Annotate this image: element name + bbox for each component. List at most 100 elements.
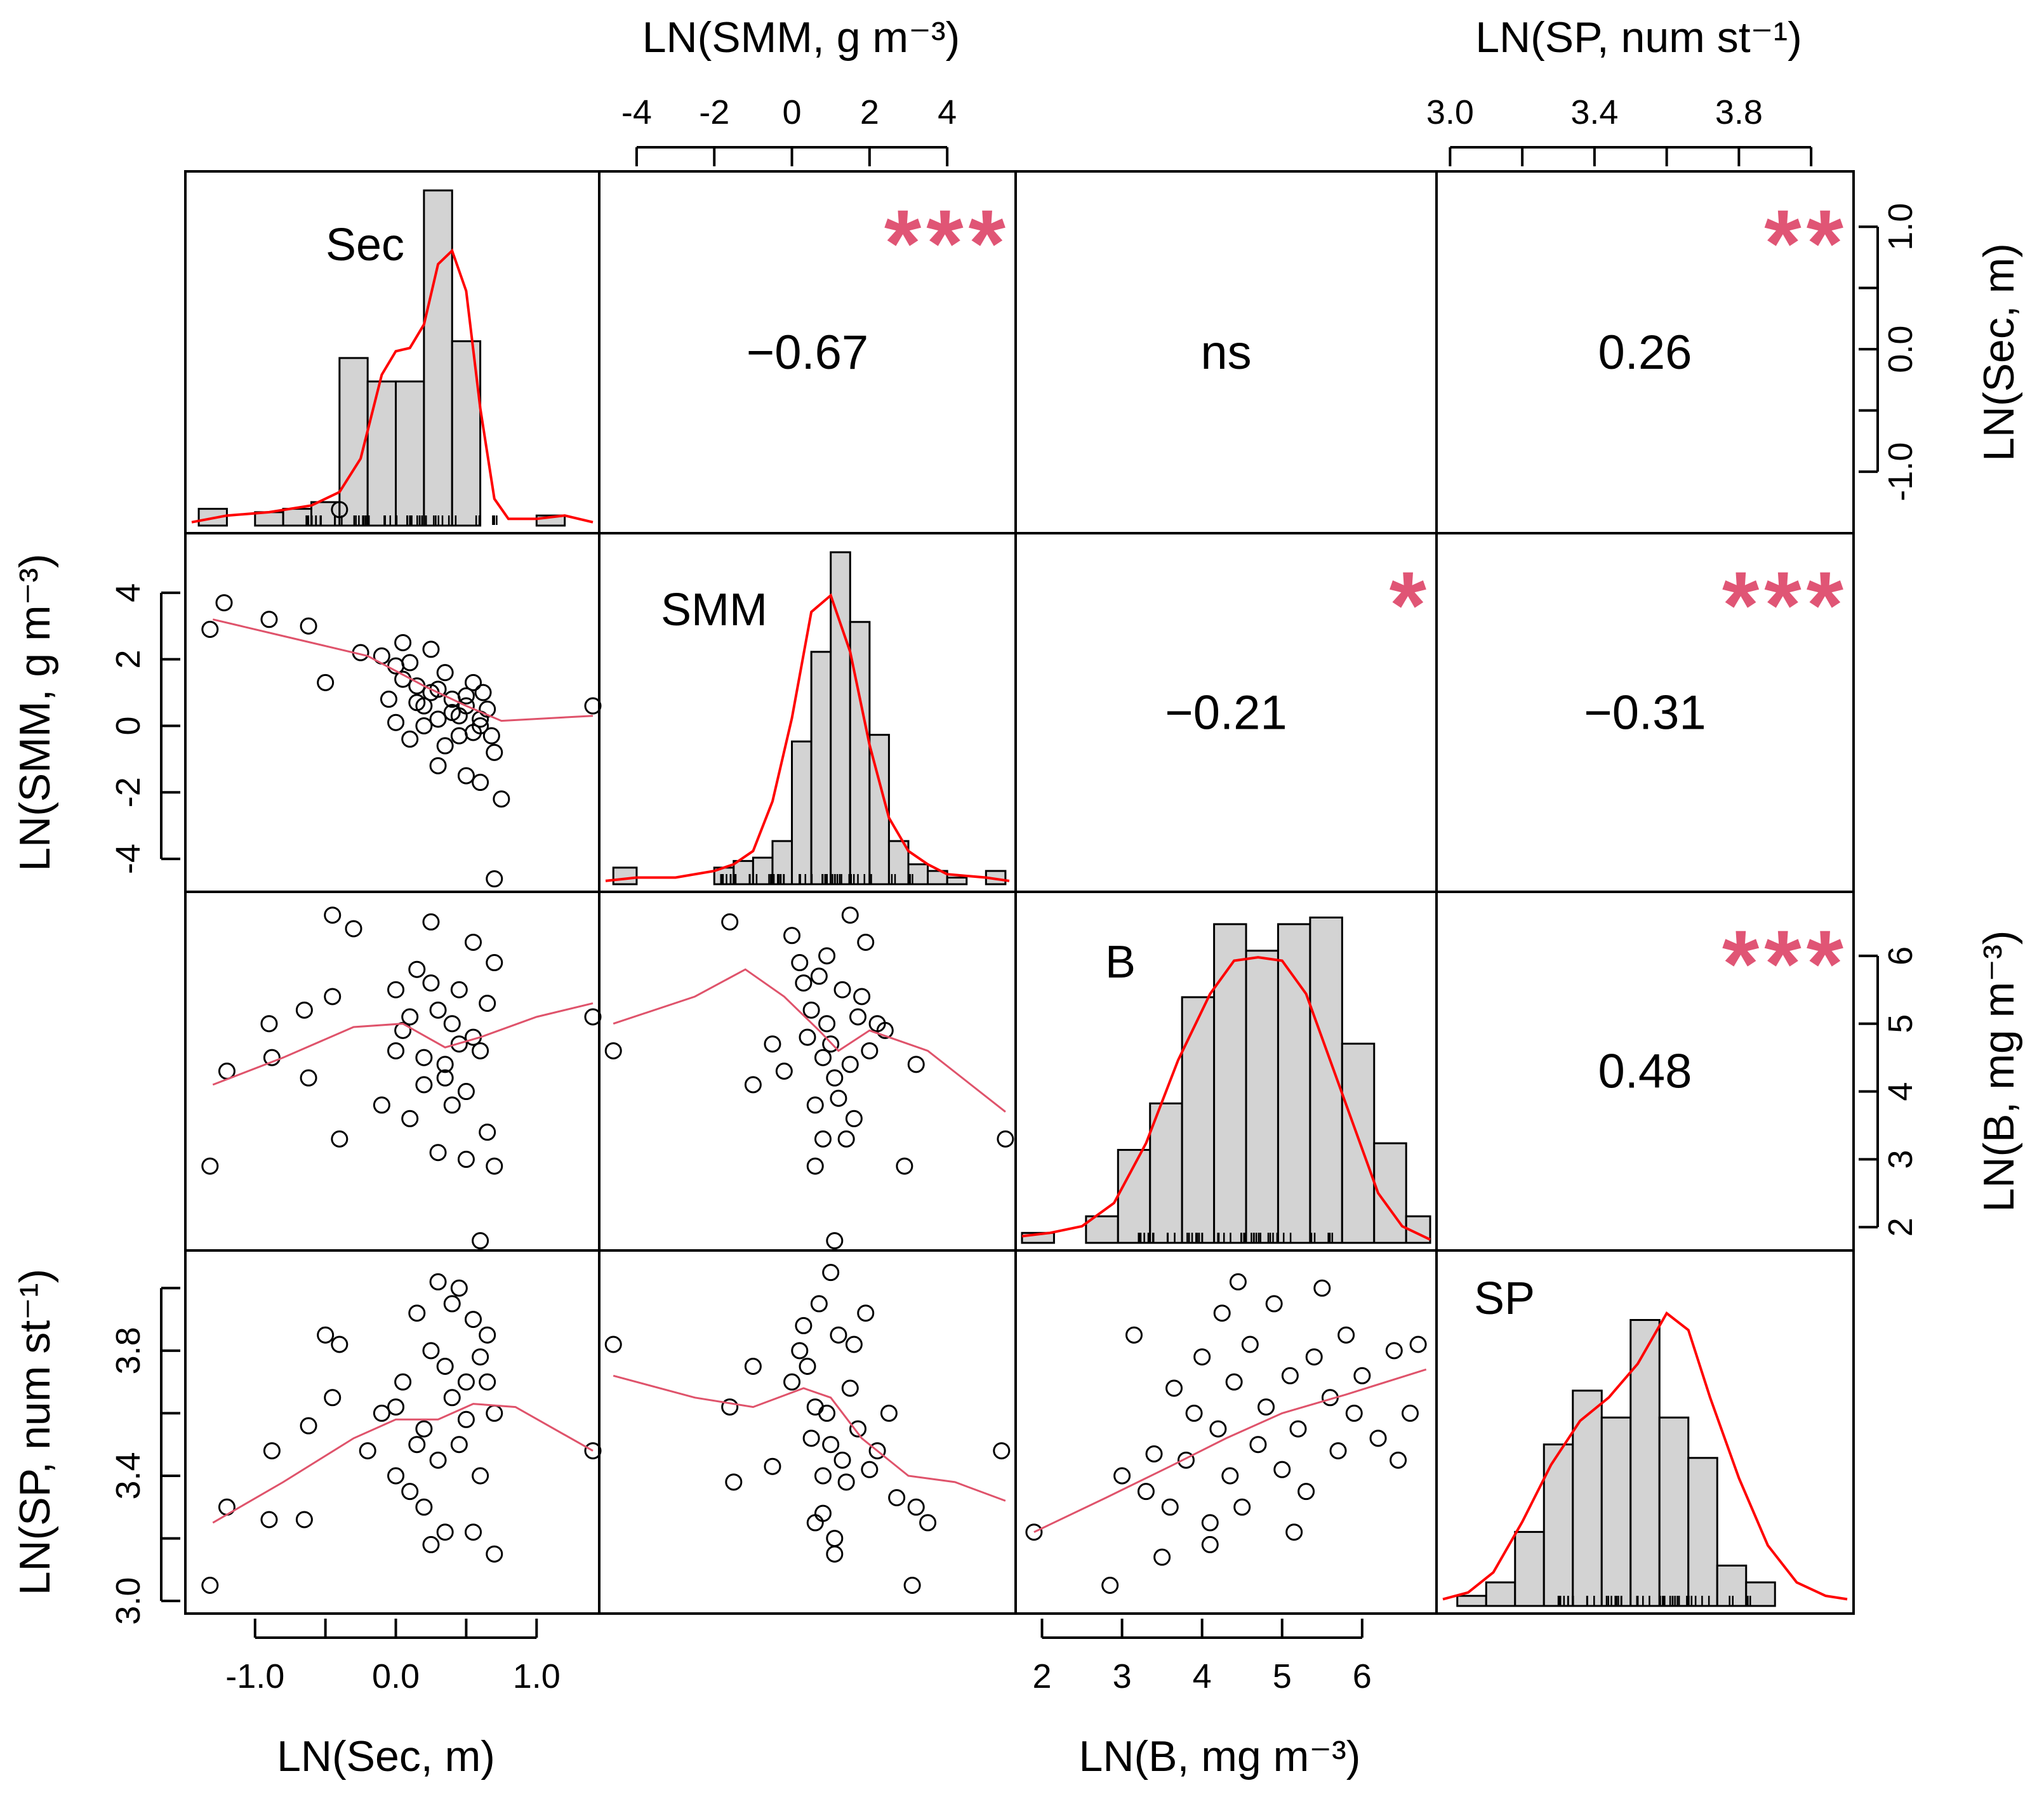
scatter-point-sec-b xyxy=(260,1015,278,1033)
left-tick-label-smm: 4 xyxy=(109,583,147,602)
axes-layer: -4 -2 0 2 4 LN(SMM, g m⁻³) 3.0 3.4 3.8 LN(SP, num… xyxy=(11,13,2023,1780)
scatter-point-smm-b xyxy=(818,947,836,965)
scatter-point-smm-sp xyxy=(845,1336,863,1353)
scatter-point-b-sp xyxy=(1101,1577,1119,1594)
scatter-point-sec-b xyxy=(300,1069,317,1087)
scatter-point-sec-sp xyxy=(415,1498,433,1516)
scatter-point-smm-b xyxy=(857,933,875,951)
scatter-point-smm-b xyxy=(853,988,871,1005)
scatter-point-b-sp xyxy=(1161,1498,1179,1516)
scatter-point-b-sp xyxy=(1401,1404,1419,1422)
left-tick-label-smm: 0 xyxy=(109,716,147,735)
scatter-point-sec-b xyxy=(331,1130,348,1148)
right-tick-label-b: 4 xyxy=(1881,1082,1920,1101)
scatter-point-sec-b xyxy=(401,1110,419,1127)
scatter-point-smm-b xyxy=(806,1157,824,1175)
scatter-point-sec-sp xyxy=(359,1442,376,1460)
scatter-point-sec-sp xyxy=(465,1311,482,1329)
scatter-point-sec-b xyxy=(263,1049,281,1066)
scatter-point-b-sp xyxy=(1145,1445,1163,1462)
hist-bar-b xyxy=(1181,996,1216,1244)
hist-bar-b xyxy=(1149,1102,1183,1244)
scatter-point-smm-b xyxy=(764,1035,781,1053)
scatter-point-b-sp xyxy=(1201,1514,1219,1532)
scatter-point-sec-smm xyxy=(474,684,492,701)
scatter-point-sec-b xyxy=(373,1096,390,1114)
hist-bar-smm xyxy=(612,866,638,885)
right-axis-title-sec: LN(Sec, m) xyxy=(1975,243,2023,461)
scatter-point-sec-smm xyxy=(465,673,482,691)
corr-value-smm-b: −0.21 xyxy=(1165,686,1287,740)
scatter-point-sec-b xyxy=(472,1042,489,1059)
scatter-point-smm-sp xyxy=(806,1398,824,1416)
diag-label-smm: SMM xyxy=(661,585,767,635)
panel-border-r3c3 xyxy=(1435,1249,1855,1615)
scatter-point-b-sp xyxy=(1213,1304,1231,1322)
right-tick-label-b: 5 xyxy=(1881,1014,1920,1033)
scatter-point-sec-smm xyxy=(401,730,419,748)
scatter-point-b-sp xyxy=(1297,1483,1315,1501)
scatter-point-smm-b xyxy=(802,1001,820,1019)
panel-border-r1c0 xyxy=(184,532,601,893)
top-tick-label-smm: -4 xyxy=(621,93,652,131)
scatter-point-b-sp xyxy=(1125,1326,1143,1344)
corr-value-smm-sp: −0.31 xyxy=(1584,686,1706,740)
corr-value-sec-b: ns xyxy=(1200,326,1251,380)
scatter-point-smm-sp xyxy=(721,1398,739,1416)
scatter-point-sec-smm xyxy=(394,633,412,651)
top-axis-title-smm: LN(SMM, g m⁻³) xyxy=(642,13,960,62)
scatter-point-smm-sp xyxy=(919,1514,937,1532)
scatter-point-b-sp xyxy=(1201,1535,1219,1553)
scatter-point-sec-b xyxy=(436,1069,454,1087)
scatter-point-sec-b xyxy=(324,906,342,924)
scatter-point-b-sp xyxy=(1153,1548,1171,1566)
scatter-point-sec-b xyxy=(465,933,482,951)
significance-stars-sec-sp: ** xyxy=(1764,190,1848,296)
scatter-point-sec-b xyxy=(415,1049,433,1066)
scatter-point-sec-sp xyxy=(387,1467,405,1485)
hist-bar-sp xyxy=(1629,1319,1661,1607)
scatter-point-smm-sp xyxy=(764,1457,781,1475)
scatter-point-b-sp xyxy=(1273,1461,1291,1478)
scatter-point-b-sp xyxy=(1258,1398,1275,1416)
scatter-point-smm-sp xyxy=(814,1467,832,1485)
diag-label-sp: SP xyxy=(1474,1273,1535,1324)
panels-layer: Sec SMM B SP −0.67 *** ns 0.26 ** −0.21 * −0.31 *** 0… xyxy=(184,170,1855,1615)
scatter-point-sec-b xyxy=(479,995,496,1012)
top-tick-label-sp: 3.8 xyxy=(1715,93,1763,131)
scatter-point-smm-b xyxy=(818,1015,836,1033)
scatter-point-sec-smm xyxy=(457,767,475,785)
smooth-line-smm-sp xyxy=(613,1374,1006,1502)
scatter-point-b-sp xyxy=(1305,1348,1323,1366)
scatter-point-b-sp xyxy=(1249,1436,1267,1454)
hist-bar-b xyxy=(1245,950,1279,1244)
scatter-point-sec-sp xyxy=(443,1389,461,1407)
scatter-point-sec-smm xyxy=(401,654,419,672)
scatter-point-smm-sp xyxy=(841,1379,859,1397)
scatter-point-sec-smm xyxy=(482,727,500,745)
smooth-line-b-sp xyxy=(1033,1368,1427,1534)
scatter-point-sec-sp xyxy=(331,1336,348,1353)
scatter-point-sec-sp xyxy=(465,1523,482,1541)
scatter-point-b-sp xyxy=(1137,1483,1155,1501)
bottom-tick-label-sec: -1.0 xyxy=(225,1657,284,1695)
hist-bar-sp xyxy=(1514,1530,1545,1607)
scatter-point-sec-b xyxy=(486,954,503,972)
scatter-point-sec-b xyxy=(401,1008,419,1026)
scatter-point-sec-sp xyxy=(394,1373,412,1391)
scatter-point-sec-sp xyxy=(295,1511,313,1528)
scatter-point-sec-smm xyxy=(429,710,447,728)
scatter-point-b-sp xyxy=(1193,1348,1211,1366)
right-tick-label-sec: 1.0 xyxy=(1881,203,1920,251)
hist-bar-sp xyxy=(1687,1457,1718,1607)
bottom-tick-label-sec: 0.0 xyxy=(372,1657,420,1695)
scatter-point-b-sp xyxy=(1229,1273,1247,1290)
scatter-point-sec-smm xyxy=(408,694,426,712)
scatter-point-sec-sp xyxy=(422,1535,440,1553)
scatter-point-sec-smm xyxy=(317,673,335,691)
scatter-point-sec-b xyxy=(429,1144,447,1162)
scatter-point-sec-sp xyxy=(422,1342,440,1360)
scatter-point-smm-sp xyxy=(857,1304,875,1322)
scatter-point-smm-b xyxy=(861,1042,879,1059)
